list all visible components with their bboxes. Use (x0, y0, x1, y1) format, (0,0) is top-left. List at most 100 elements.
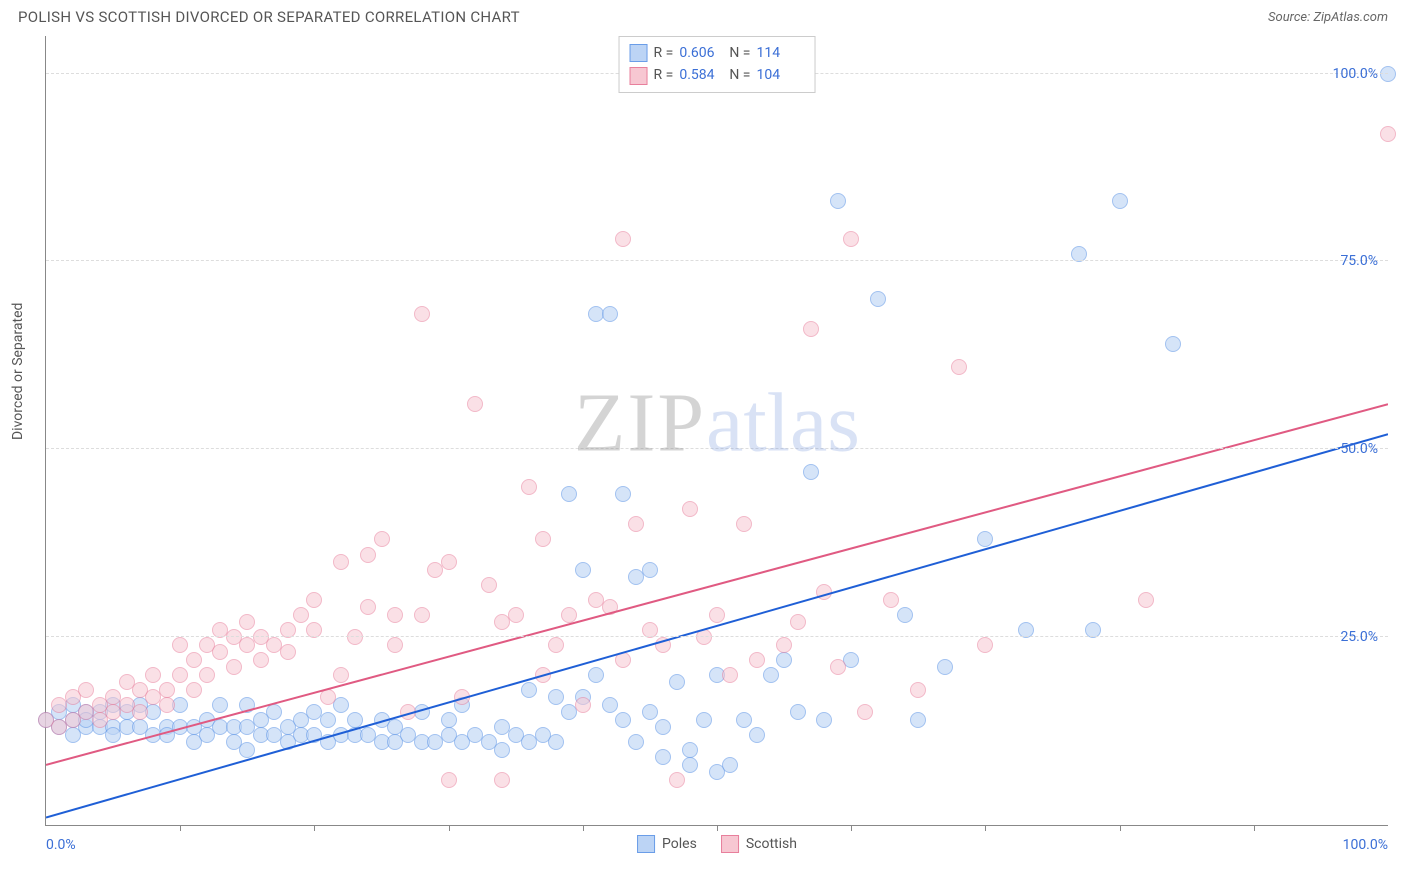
data-point (776, 637, 792, 653)
source-link[interactable]: ZipAtlas.com (1313, 10, 1388, 25)
x-tick (449, 825, 450, 831)
data-point (816, 712, 832, 728)
data-point (977, 531, 993, 547)
data-point (655, 637, 671, 653)
data-point (1380, 126, 1396, 142)
data-point (159, 682, 175, 698)
data-point (387, 607, 403, 623)
y-tick-label: 100.0% (1333, 66, 1378, 82)
data-point (521, 682, 537, 698)
data-point (803, 321, 819, 337)
data-point (897, 607, 913, 623)
data-point (494, 742, 510, 758)
data-point (655, 719, 671, 735)
x-axis-min-label: 0.0% (46, 837, 76, 853)
data-point (776, 652, 792, 668)
data-point (239, 614, 255, 630)
correlation-scatter-chart: ZIPatlas R = 0.606N = 114R = 0.584N = 10… (45, 36, 1388, 826)
data-point (212, 644, 228, 660)
data-point (642, 704, 658, 720)
data-point (682, 742, 698, 758)
data-point (548, 689, 564, 705)
source-attribution: Source: ZipAtlas.com (1268, 10, 1388, 25)
data-point (722, 667, 738, 683)
data-point (696, 629, 712, 645)
data-point (172, 637, 188, 653)
data-point (266, 704, 282, 720)
data-point (280, 644, 296, 660)
data-point (347, 629, 363, 645)
n-value: 114 (756, 42, 800, 64)
data-point (78, 682, 94, 698)
data-point (333, 667, 349, 683)
data-point (239, 742, 255, 758)
data-point (790, 704, 806, 720)
series-legend: Poles Scottish (637, 835, 797, 853)
data-point (655, 749, 671, 765)
n-value: 104 (756, 64, 800, 86)
data-point (320, 689, 336, 705)
data-point (186, 682, 202, 698)
data-point (360, 547, 376, 563)
data-point (441, 712, 457, 728)
data-point (387, 637, 403, 653)
data-point (736, 712, 752, 728)
data-point (736, 516, 752, 532)
data-point (521, 479, 537, 495)
r-value: 0.584 (679, 64, 723, 86)
legend-swatch (630, 67, 648, 85)
x-tick (1254, 825, 1255, 831)
legend-swatch (721, 835, 739, 853)
data-point (843, 231, 859, 247)
x-tick (314, 825, 315, 831)
x-tick (1120, 825, 1121, 831)
data-point (333, 697, 349, 713)
data-point (347, 712, 363, 728)
data-point (722, 757, 738, 773)
data-point (910, 682, 926, 698)
data-point (615, 486, 631, 502)
x-tick (985, 825, 986, 831)
data-point (414, 306, 430, 322)
data-point (239, 697, 255, 713)
data-point (669, 772, 685, 788)
legend-row: R = 0.584N = 104 (630, 64, 801, 86)
y-axis-label: Divorced or Separated (10, 303, 26, 440)
data-point (481, 577, 497, 593)
data-point (508, 607, 524, 623)
data-point (1380, 66, 1396, 82)
data-point (145, 667, 161, 683)
legend-label: Poles (662, 836, 697, 852)
data-point (548, 734, 564, 750)
data-point (628, 734, 644, 750)
data-point (494, 772, 510, 788)
data-point (1112, 193, 1128, 209)
data-point (306, 592, 322, 608)
data-point (883, 592, 899, 608)
data-point (910, 712, 926, 728)
data-point (132, 704, 148, 720)
data-point (441, 772, 457, 788)
data-point (374, 531, 390, 547)
y-tick-label: 25.0% (1340, 629, 1378, 645)
data-point (642, 562, 658, 578)
data-point (830, 659, 846, 675)
data-point (333, 554, 349, 570)
data-point (602, 599, 618, 615)
data-point (441, 554, 457, 570)
x-tick (851, 825, 852, 831)
data-point (830, 193, 846, 209)
data-point (816, 584, 832, 600)
data-point (548, 637, 564, 653)
data-point (1138, 592, 1154, 608)
legend-label: Scottish (746, 836, 797, 852)
data-point (615, 652, 631, 668)
x-tick (717, 825, 718, 831)
legend-swatch (630, 44, 648, 62)
data-point (682, 757, 698, 773)
data-point (575, 697, 591, 713)
data-point (400, 704, 416, 720)
chart-title: POLISH VS SCOTTISH DIVORCED OR SEPARATED… (18, 8, 520, 26)
data-point (682, 501, 698, 517)
data-point (763, 667, 779, 683)
